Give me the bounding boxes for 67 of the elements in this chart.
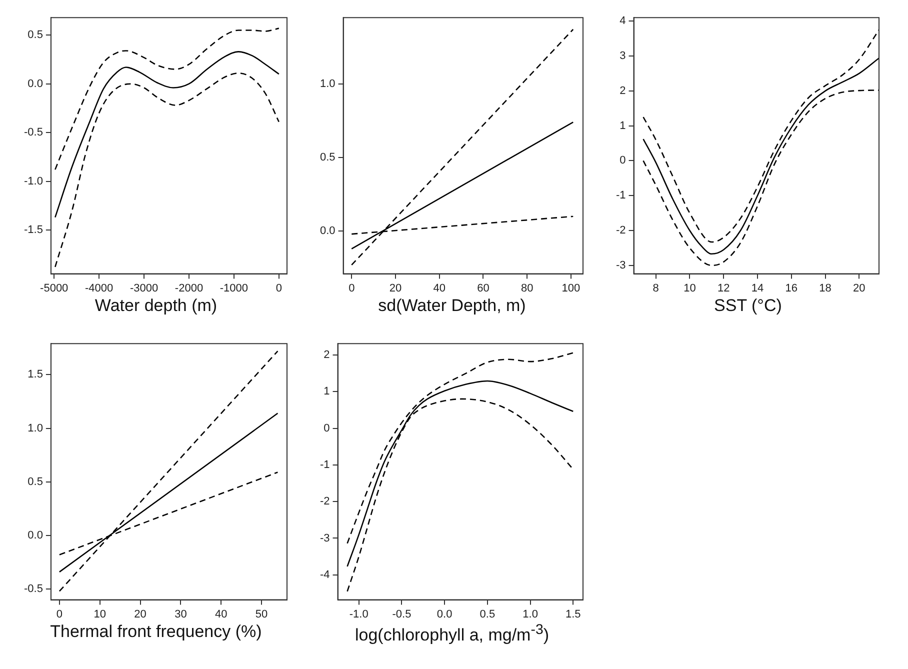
y-tick-label: 1.0	[28, 422, 43, 434]
x-tick-label: -4000	[84, 282, 114, 294]
y-tick-label: 1	[620, 120, 626, 132]
y-tick-label: -1.5	[24, 224, 43, 236]
x-tick-label: 12	[717, 282, 730, 294]
x-tick-label: 0.5	[480, 608, 496, 620]
x-tick-label: 1.5	[565, 608, 581, 620]
x-tick-label: 60	[477, 282, 490, 294]
y-tick-label: 3	[620, 50, 626, 62]
y-tick-label: -4	[320, 568, 330, 581]
y-tick-label: -3	[616, 259, 626, 272]
y-tick-label: 0.5	[28, 29, 43, 42]
x-tick-label: 14	[751, 282, 764, 294]
y-tick-label: -0.5	[24, 126, 43, 139]
x-tick-label: 10	[684, 282, 696, 294]
x-tick-label: 40	[433, 282, 446, 294]
y-tick-label: -2	[320, 496, 330, 508]
x-tick-label: 0	[56, 608, 63, 620]
x-tick-label: 80	[520, 282, 534, 294]
y-tick-label: 1	[324, 386, 330, 398]
x-tick-label: 40	[214, 608, 228, 620]
x-tick-label: -3000	[130, 282, 158, 294]
y-tick-label: 0.0	[320, 225, 336, 238]
y-tick-label: -0.5	[24, 583, 43, 596]
y-tick-label: 4	[620, 15, 626, 28]
y-tick-label: -1	[320, 458, 330, 471]
y-tick-label: 1.0	[320, 78, 336, 90]
x-tick-label: 1.0	[522, 608, 538, 620]
x-tick-label: 20	[389, 282, 402, 294]
x-tick-label: 0	[276, 282, 282, 294]
line-series	[54, 51, 280, 218]
x-axis-title: sd(Water Depth, m)	[378, 296, 526, 316]
x-tick-label: -1000	[220, 282, 248, 294]
y-tick-label: 0.0	[28, 530, 43, 542]
x-tick-label: 10	[94, 608, 106, 620]
y-tick-label: 0.5	[28, 476, 43, 488]
line-series	[54, 72, 280, 268]
x-tick-label: 50	[255, 608, 268, 620]
x-axis-title: SST (°C)	[714, 296, 782, 316]
x-tick-label: -2000	[174, 282, 204, 294]
y-tick-label: 0	[324, 422, 330, 434]
y-tick-label: -2	[616, 224, 626, 237]
x-tick-label: -5000	[40, 282, 68, 294]
x-tick-label: 16	[785, 282, 798, 294]
x-axis-title: log(chlorophyll a, mg/m$^{-3}$)	[354, 622, 549, 646]
y-tick-label: 2	[620, 84, 626, 97]
x-axis-title: Water depth (m)	[94, 296, 218, 316]
y-tick-label: 0.5	[320, 152, 336, 164]
y-tick-label: -1	[616, 190, 626, 202]
x-tick-label: -0.5	[392, 608, 412, 620]
y-tick-label: 1.5	[28, 368, 43, 381]
y-tick-label: -1.0	[24, 175, 43, 188]
x-tick-label: 8	[652, 282, 659, 294]
x-tick-label: 20	[853, 282, 866, 294]
y-tick-label: 2	[324, 348, 330, 361]
y-tick-label: 0	[620, 154, 626, 167]
y-tick-label: -3	[320, 532, 330, 544]
x-axis-title: Thermal front frequency (%)	[50, 622, 262, 642]
x-tick-label: 18	[819, 282, 832, 294]
x-tick-label: 0	[348, 282, 355, 294]
x-tick-label: 20	[134, 608, 146, 620]
x-tick-label: 0.0	[436, 608, 452, 620]
line-series	[54, 28, 280, 170]
x-tick-label: -1.0	[349, 608, 368, 620]
x-tick-label: 30	[174, 608, 187, 620]
x-tick-label: 100	[562, 282, 580, 294]
y-tick-label: 0.0	[28, 78, 43, 90]
